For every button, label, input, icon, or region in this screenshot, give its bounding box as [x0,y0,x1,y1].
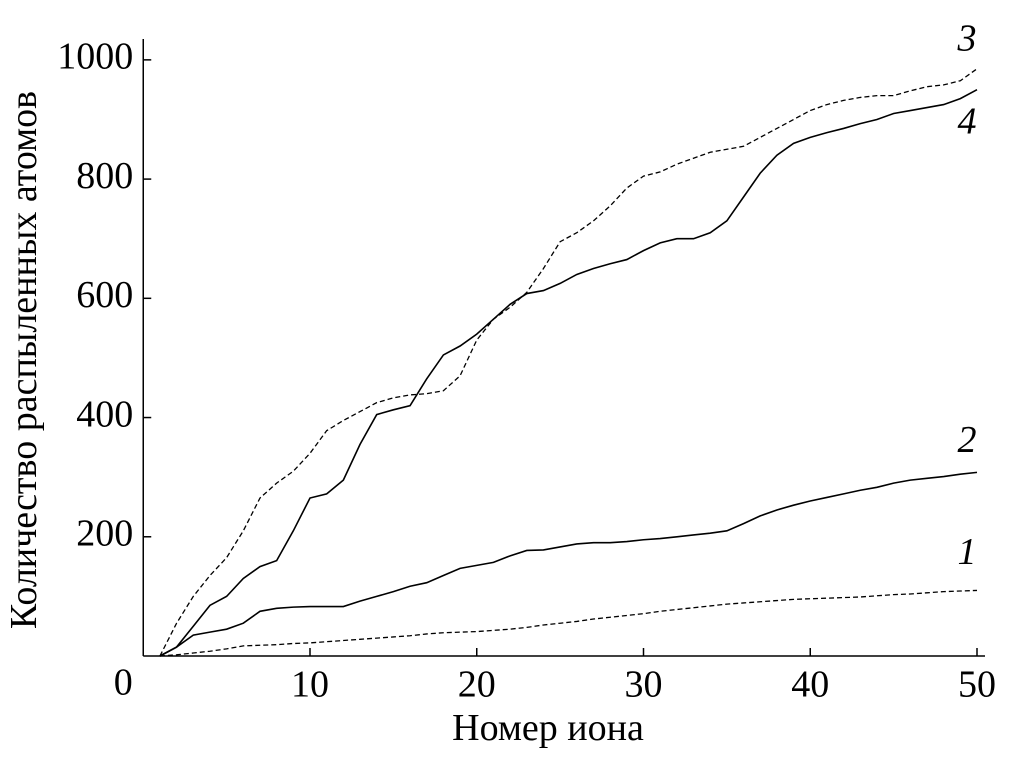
y-tick-label: 400 [76,393,133,435]
y-tick-label: 200 [76,512,133,554]
x-tick-label: 30 [625,664,663,706]
x-tick-label: 20 [458,664,496,706]
series-label: 3 [957,18,977,60]
y-axis-label: Количество распыленных атомов [3,91,45,629]
x-tick-label: 10 [291,664,329,706]
series-label: 2 [958,419,977,461]
series-label: 4 [958,100,977,142]
x-tick-label: 50 [958,664,996,706]
y-tick-label: 800 [76,155,133,197]
x-tick-label: 0 [114,662,133,704]
y-tick-label: 600 [76,274,133,316]
x-axis-label: Номер иона [452,707,644,749]
y-tick-label: 1000 [57,36,133,78]
x-tick-label: 40 [791,664,829,706]
series-line [159,471,978,657]
series-label: 1 [958,531,977,573]
series-line [159,88,978,657]
series-line [159,68,978,657]
series-line [159,589,978,657]
